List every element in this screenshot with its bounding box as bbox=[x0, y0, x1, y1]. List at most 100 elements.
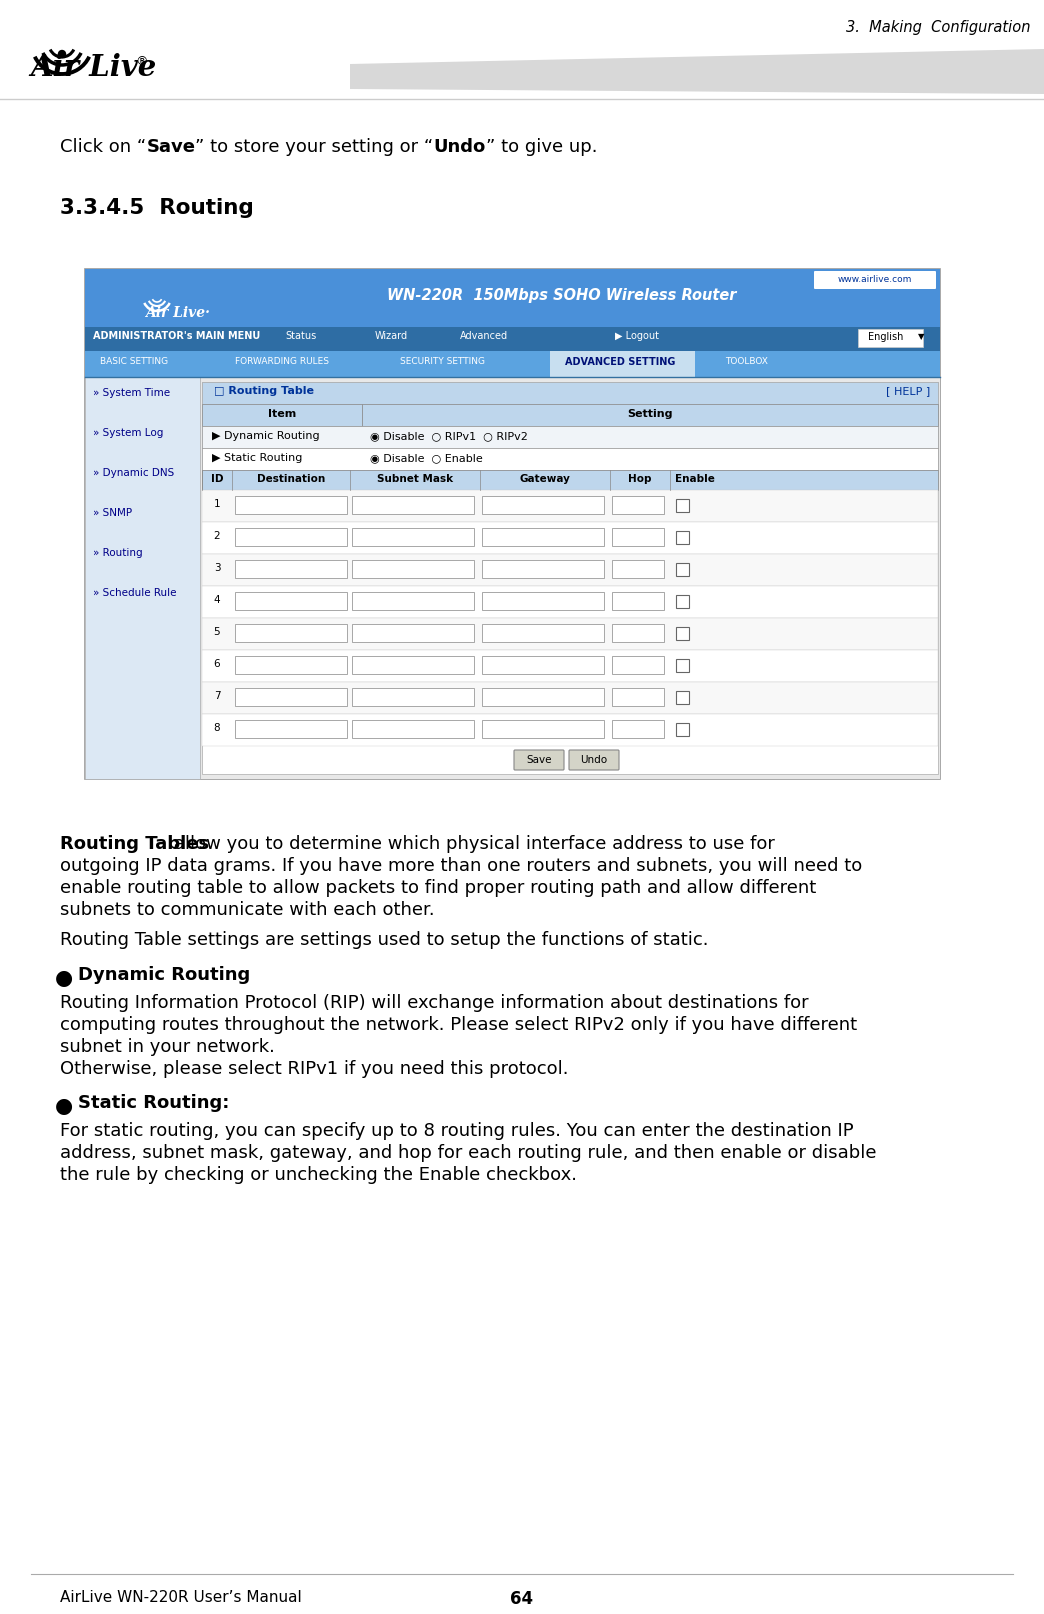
FancyBboxPatch shape bbox=[235, 497, 347, 515]
FancyBboxPatch shape bbox=[201, 523, 938, 555]
FancyBboxPatch shape bbox=[677, 660, 689, 673]
Text: SECURITY SETTING: SECURITY SETTING bbox=[400, 357, 485, 366]
FancyBboxPatch shape bbox=[201, 555, 938, 586]
Text: Click on “: Click on “ bbox=[60, 137, 146, 157]
Text: Routing Information Protocol (RIP) will exchange information about destinations : Routing Information Protocol (RIP) will … bbox=[60, 993, 809, 1012]
FancyBboxPatch shape bbox=[352, 625, 474, 642]
FancyBboxPatch shape bbox=[85, 270, 940, 328]
FancyBboxPatch shape bbox=[201, 683, 938, 715]
FancyBboxPatch shape bbox=[514, 751, 564, 770]
Text: Item: Item bbox=[268, 408, 296, 418]
Text: 3.3.4.5  Routing: 3.3.4.5 Routing bbox=[60, 199, 254, 218]
FancyBboxPatch shape bbox=[201, 383, 938, 405]
FancyBboxPatch shape bbox=[677, 531, 689, 544]
Text: 2: 2 bbox=[214, 531, 220, 541]
FancyBboxPatch shape bbox=[235, 689, 347, 707]
FancyBboxPatch shape bbox=[352, 657, 474, 675]
Text: ADMINISTRATOR's MAIN MENU: ADMINISTRATOR's MAIN MENU bbox=[93, 331, 260, 341]
Text: 64: 64 bbox=[511, 1590, 533, 1608]
FancyBboxPatch shape bbox=[482, 560, 604, 579]
FancyBboxPatch shape bbox=[201, 383, 938, 775]
FancyBboxPatch shape bbox=[612, 497, 664, 515]
FancyBboxPatch shape bbox=[352, 529, 474, 547]
Text: For static routing, you can specify up to 8 routing rules. You can enter the des: For static routing, you can specify up t… bbox=[60, 1122, 854, 1139]
Text: Routing Table settings are settings used to setup the functions of static.: Routing Table settings are settings used… bbox=[60, 930, 709, 949]
Text: Static Routing:: Static Routing: bbox=[78, 1093, 230, 1112]
Text: Enable: Enable bbox=[675, 473, 715, 484]
Text: Status: Status bbox=[285, 331, 316, 341]
Text: 5: 5 bbox=[214, 626, 220, 636]
Text: www.airlive.com: www.airlive.com bbox=[838, 274, 912, 284]
FancyBboxPatch shape bbox=[482, 592, 604, 610]
Text: Routing Tables: Routing Tables bbox=[60, 834, 209, 852]
Text: English: English bbox=[868, 332, 903, 342]
FancyBboxPatch shape bbox=[235, 657, 347, 675]
FancyBboxPatch shape bbox=[482, 720, 604, 739]
Text: [ HELP ]: [ HELP ] bbox=[885, 386, 930, 395]
Text: Air Live·: Air Live· bbox=[145, 305, 210, 320]
FancyBboxPatch shape bbox=[235, 625, 347, 642]
Text: ▼: ▼ bbox=[918, 332, 925, 341]
Text: Hop: Hop bbox=[628, 473, 651, 484]
FancyBboxPatch shape bbox=[235, 592, 347, 610]
Text: FORWARDING RULES: FORWARDING RULES bbox=[235, 357, 329, 366]
Text: ” to give up.: ” to give up. bbox=[485, 137, 597, 157]
Polygon shape bbox=[350, 50, 1044, 95]
FancyBboxPatch shape bbox=[85, 270, 940, 780]
Text: ◉ Disable  ○ RIPv1  ○ RIPv2: ◉ Disable ○ RIPv1 ○ RIPv2 bbox=[370, 431, 528, 441]
FancyBboxPatch shape bbox=[482, 497, 604, 515]
Text: 1: 1 bbox=[214, 499, 220, 508]
FancyBboxPatch shape bbox=[352, 689, 474, 707]
Text: Air Live: Air Live bbox=[30, 53, 157, 82]
Text: » System Log: » System Log bbox=[93, 428, 163, 437]
Text: subnet in your network.: subnet in your network. bbox=[60, 1038, 275, 1056]
FancyBboxPatch shape bbox=[677, 596, 689, 608]
Text: Setting: Setting bbox=[627, 408, 672, 418]
FancyBboxPatch shape bbox=[235, 720, 347, 739]
FancyBboxPatch shape bbox=[612, 560, 664, 579]
FancyBboxPatch shape bbox=[85, 352, 940, 378]
FancyBboxPatch shape bbox=[201, 715, 938, 747]
Text: outgoing IP data grams. If you have more than one routers and subnets, you will : outgoing IP data grams. If you have more… bbox=[60, 857, 862, 875]
FancyBboxPatch shape bbox=[85, 328, 940, 352]
Text: Undo: Undo bbox=[433, 137, 485, 157]
Text: Wizard: Wizard bbox=[375, 331, 408, 341]
Text: address, subnet mask, gateway, and hop for each routing rule, and then enable or: address, subnet mask, gateway, and hop f… bbox=[60, 1143, 877, 1162]
Text: Destination: Destination bbox=[257, 473, 325, 484]
Text: enable routing table to allow packets to find proper routing path and allow diff: enable routing table to allow packets to… bbox=[60, 878, 816, 896]
Text: » SNMP: » SNMP bbox=[93, 508, 133, 518]
Text: ” to store your setting or “: ” to store your setting or “ bbox=[195, 137, 433, 157]
Text: Otherwise, please select RIPv1 if you need this protocol.: Otherwise, please select RIPv1 if you ne… bbox=[60, 1059, 569, 1077]
Text: ●: ● bbox=[55, 1096, 73, 1115]
Text: 6: 6 bbox=[214, 659, 220, 668]
Text: ®: ® bbox=[135, 55, 147, 68]
FancyBboxPatch shape bbox=[677, 563, 689, 576]
Text: 3: 3 bbox=[214, 563, 220, 573]
Circle shape bbox=[58, 52, 66, 58]
FancyBboxPatch shape bbox=[201, 426, 938, 449]
Text: subnets to communicate with each other.: subnets to communicate with each other. bbox=[60, 901, 434, 918]
Text: Advanced: Advanced bbox=[460, 331, 508, 341]
FancyBboxPatch shape bbox=[352, 560, 474, 579]
Text: 4: 4 bbox=[214, 594, 220, 605]
Text: Gateway: Gateway bbox=[520, 473, 570, 484]
FancyBboxPatch shape bbox=[482, 689, 604, 707]
FancyBboxPatch shape bbox=[235, 529, 347, 547]
Text: Undo: Undo bbox=[580, 754, 608, 765]
FancyBboxPatch shape bbox=[482, 625, 604, 642]
FancyBboxPatch shape bbox=[612, 689, 664, 707]
FancyBboxPatch shape bbox=[352, 592, 474, 610]
Text: AirLive WN-220R User’s Manual: AirLive WN-220R User’s Manual bbox=[60, 1590, 302, 1604]
Text: TOOLBOX: TOOLBOX bbox=[725, 357, 768, 366]
FancyBboxPatch shape bbox=[612, 625, 664, 642]
FancyBboxPatch shape bbox=[677, 500, 689, 513]
Text: 3.  Making  Configuration: 3. Making Configuration bbox=[846, 19, 1030, 36]
FancyBboxPatch shape bbox=[482, 657, 604, 675]
FancyBboxPatch shape bbox=[201, 405, 362, 426]
Text: Dynamic Routing: Dynamic Routing bbox=[78, 965, 251, 983]
FancyBboxPatch shape bbox=[858, 329, 923, 347]
Text: » System Time: » System Time bbox=[93, 387, 170, 397]
FancyBboxPatch shape bbox=[569, 751, 619, 770]
Text: the rule by checking or unchecking the Enable checkbox.: the rule by checking or unchecking the E… bbox=[60, 1165, 577, 1183]
FancyBboxPatch shape bbox=[201, 449, 938, 471]
